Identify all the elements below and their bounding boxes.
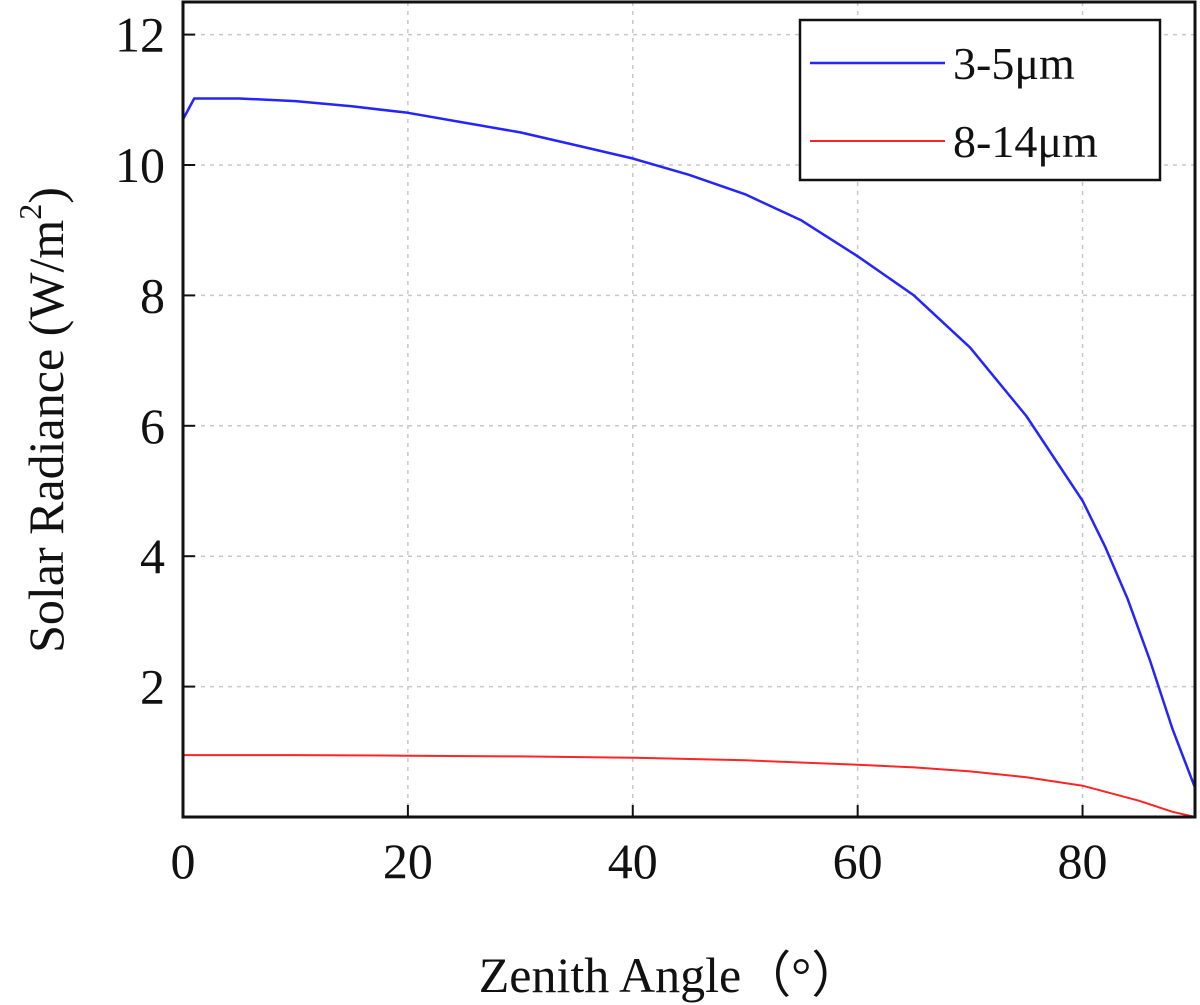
- x-tick-label: 40: [608, 833, 658, 889]
- y-tick-label: 10: [115, 137, 165, 193]
- series-line-8-14um: [183, 754, 1196, 818]
- plot-frame: [181, 0, 1197, 819]
- series-line-3-5um: [181, 97, 1197, 789]
- x-tick-label: 80: [1058, 833, 1108, 889]
- x-tick-label: 20: [383, 833, 433, 889]
- x-axis-title: Zenith Angle（°）: [479, 947, 861, 1003]
- y-tick-label: 12: [115, 7, 165, 63]
- legend-label-8-14um: 8-14μm: [953, 116, 1098, 167]
- axis-ticks: 0 20 40 60 80 2 4 6 8 10 12: [115, 7, 1108, 889]
- y-tick-label: 2: [140, 659, 165, 715]
- y-axis-title-main: Solar Radiance (W/m: [18, 220, 74, 653]
- y-axis-title-suffix: ): [18, 187, 74, 204]
- legend: 3-5μm 8-14μm: [798, 18, 1162, 182]
- y-axis-title: Solar Radiance (W/m2): [12, 187, 74, 653]
- x-tick-label: 0: [171, 833, 196, 889]
- legend-box: [798, 18, 1162, 182]
- y-tick-label: 8: [140, 267, 165, 323]
- y-tick-label: 6: [140, 398, 165, 454]
- y-tick-label: 4: [140, 528, 165, 584]
- x-tick-label: 60: [833, 833, 883, 889]
- y-axis-title-superscript: 2: [12, 204, 48, 220]
- series-layer: [181, 97, 1197, 818]
- legend-label-3-5um: 3-5μm: [953, 38, 1075, 89]
